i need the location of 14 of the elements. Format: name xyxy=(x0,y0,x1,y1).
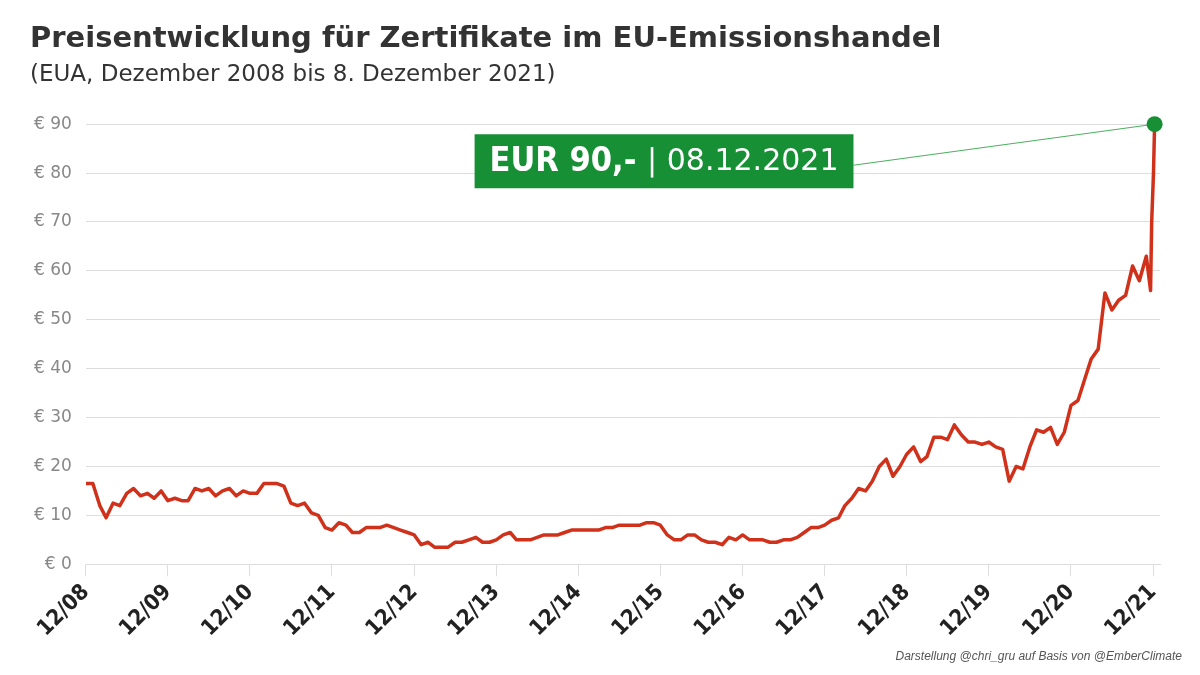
text: Darstellung @chri_gru auf Basis von @EmberClimate xyxy=(895,649,1182,663)
y-tick-label: € 40 xyxy=(33,357,72,378)
y-tick-label: € 10 xyxy=(33,503,72,524)
chart-title: Preisentwicklung für Zertifikate im EU-Emissionshandel xyxy=(30,20,942,54)
chart-subtitle: (EUA, Dezember 2008 bis 8. Dezember 2021) xyxy=(30,60,556,86)
y-tick-label: € 20 xyxy=(33,454,72,475)
y-tick-label: € 90 xyxy=(33,112,72,133)
y-tick-label: € 30 xyxy=(33,406,72,426)
annotation: EUR 90,- | 08.12.2021 xyxy=(489,139,839,180)
y-tick-label: € 70 xyxy=(33,210,72,231)
y-tick-label: € 50 xyxy=(33,308,72,329)
y-tick-label: € 0 xyxy=(44,552,72,573)
y-tick-label: € 60 xyxy=(33,259,72,280)
y-tick-label: € 80 xyxy=(33,161,72,182)
